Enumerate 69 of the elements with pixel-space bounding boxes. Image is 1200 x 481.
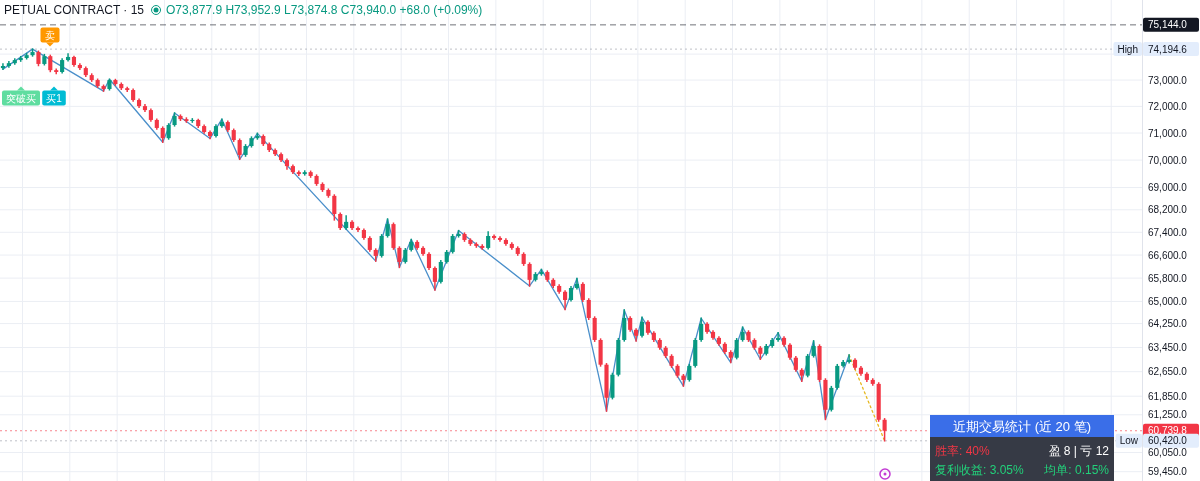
y-tick-label: 69,000.0 xyxy=(1148,182,1187,194)
ref-line-label: 75,144.0 xyxy=(1148,19,1188,31)
candlestick xyxy=(592,316,597,342)
candlestick xyxy=(432,266,437,291)
y-tick-label: 63,450.0 xyxy=(1148,342,1187,353)
subtitle: O73,877.9 H73,952.9 L73,874.8 C73,940.0 +68.0 (+0.09%) xyxy=(166,3,483,17)
y-tick-label: 65,800.0 xyxy=(1148,272,1187,284)
ref-line-label: Low 60,420.0 xyxy=(1119,435,1188,447)
candlestick xyxy=(639,316,645,338)
candlestick xyxy=(207,130,213,140)
candlestick xyxy=(580,282,585,302)
y-tick-label: 65,000.0 xyxy=(1148,295,1187,307)
candlestick xyxy=(480,244,485,250)
candlestick xyxy=(77,63,82,70)
candlestick xyxy=(125,86,130,93)
candlestick xyxy=(355,226,361,232)
annotation: 突破买 xyxy=(6,92,36,104)
candlestick xyxy=(6,61,11,68)
candlestick xyxy=(296,170,301,176)
candlestick xyxy=(882,418,887,442)
candlestick xyxy=(438,260,443,284)
candlestick xyxy=(829,385,834,412)
y-tick-label: 59,450.0 xyxy=(1148,466,1187,478)
annotation: 近期交易统计 (近 20 笔) xyxy=(953,418,1091,434)
annotation: 复利收益: 3.05% xyxy=(935,463,1024,477)
candlestick xyxy=(65,53,71,62)
candlestick xyxy=(237,138,242,161)
y-tick-label: 68,200.0 xyxy=(1148,204,1187,216)
candlestick xyxy=(734,338,739,360)
annotation: 胜率: 40% xyxy=(935,444,990,458)
y-tick-label: 60,050.0 xyxy=(1148,447,1187,458)
candlestick xyxy=(527,262,532,287)
y-tick-label: 62,650.0 xyxy=(1148,366,1187,378)
candlestick xyxy=(391,222,396,250)
y-tick-label: 64,250.0 xyxy=(1148,318,1187,330)
annotation: 均单: 0.15% xyxy=(1044,463,1109,477)
candlestick xyxy=(54,68,59,75)
candlestick xyxy=(397,246,402,269)
annotation: 卖 xyxy=(45,29,55,41)
y-tick-label: 61,250.0 xyxy=(1148,409,1187,421)
candlestick xyxy=(344,215,349,230)
annotation: 买1 xyxy=(46,92,62,104)
candlestick xyxy=(12,58,17,65)
candlestick xyxy=(574,277,579,290)
y-tick-label: 66,600.0 xyxy=(1148,249,1187,261)
candlestick xyxy=(497,236,503,242)
candlestick xyxy=(379,234,384,258)
candlestick xyxy=(835,363,840,390)
annotation: 盈 8 | 亏 12 xyxy=(1048,444,1109,458)
title: PETUAL CONTRACT · 15 xyxy=(4,3,145,17)
candlestick xyxy=(332,194,337,221)
candlestick xyxy=(219,118,224,128)
y-tick-label: 72,000.0 xyxy=(1148,100,1187,112)
candlestick xyxy=(699,317,704,342)
y-tick-label: 67,400.0 xyxy=(1148,226,1187,238)
y-tick-label: 61,850.0 xyxy=(1148,390,1187,402)
ref-line-label: Low 60,420.0 xyxy=(1115,433,1199,448)
candlestick xyxy=(805,353,810,378)
candlestick xyxy=(492,234,497,240)
candlestick xyxy=(563,290,568,311)
y-tick-label: 73,000.0 xyxy=(1148,74,1187,86)
y-tick-label: 70,000.0 xyxy=(1148,154,1187,166)
line-series xyxy=(2,48,850,421)
candlestick xyxy=(586,298,591,320)
y-tick-label: 71,000.0 xyxy=(1148,127,1187,139)
candlestick xyxy=(610,372,615,400)
ref-line-label: High 74,194.6 xyxy=(1117,43,1188,55)
ref-line-label: High 74,194.6 xyxy=(1113,42,1199,57)
candlestick xyxy=(622,309,627,342)
